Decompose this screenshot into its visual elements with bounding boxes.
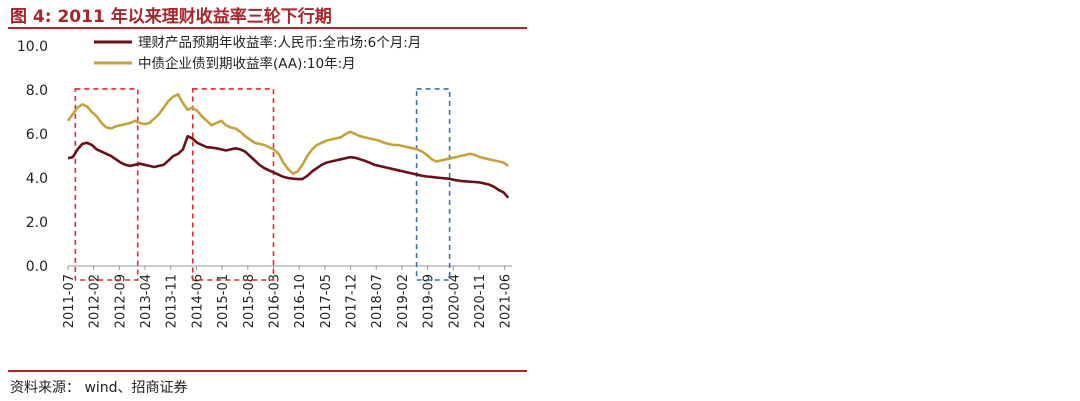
source-note: 资料来源： wind、招商证券 xyxy=(10,380,188,396)
x-tick-label: 2019-09 xyxy=(422,274,437,328)
x-tick-label: 2015-08 xyxy=(242,274,257,328)
highlight-box xyxy=(415,88,451,281)
x-tick-label: 2020-11 xyxy=(473,274,488,328)
highlight-box xyxy=(191,88,275,281)
legend-label: 理财产品预期年收益率:人民币:全市场:6个月:月 xyxy=(138,34,421,51)
x-tick-label: 2017-12 xyxy=(345,274,360,328)
x-tick-label: 2019-02 xyxy=(396,274,411,328)
title-rule xyxy=(8,27,527,29)
highlight-boxes xyxy=(74,88,451,281)
x-tick-label: 2012-09 xyxy=(113,274,128,328)
y-tick-label: 8.0 xyxy=(26,83,48,99)
chart-svg: 10.0 8.0 6.0 4.0 2.0 0.0 2011-07 2012-02 2012-0… xyxy=(17,34,514,328)
highlight-box xyxy=(74,88,139,281)
x-tick-label: 2015-01 xyxy=(216,274,231,328)
series-lines xyxy=(66,93,510,199)
x-tick-label: 2016-10 xyxy=(293,274,308,328)
source-rule xyxy=(8,370,527,372)
y-tick-label: 4.0 xyxy=(26,171,48,187)
y-axis: 10.0 8.0 6.0 4.0 2.0 0.0 xyxy=(17,39,48,275)
x-tick-label: 2016-03 xyxy=(267,274,282,328)
y-tick-label: 0.0 xyxy=(26,259,48,275)
x-tick-label: 2020-04 xyxy=(447,274,462,328)
x-tick-label: 2021-06 xyxy=(499,274,514,328)
x-tick-label: 2014-06 xyxy=(190,274,205,328)
x-tick-label: 2017-05 xyxy=(319,274,334,328)
series-line xyxy=(66,93,510,175)
x-tick-label: 2012-02 xyxy=(88,274,103,328)
y-tick-label: 2.0 xyxy=(26,215,48,231)
y-tick-label: 6.0 xyxy=(26,127,48,143)
series-line xyxy=(67,134,510,199)
x-tick-label: 2018-07 xyxy=(370,274,385,328)
x-tick-label: 2011-07 xyxy=(62,274,77,328)
x-tick-label: 2013-04 xyxy=(139,274,154,328)
legend-label: 中债企业债到期收益率(AA):10年:月 xyxy=(138,55,356,72)
chart-title: 图 4: 2011 年以来理财收益率三轮下行期 xyxy=(10,7,332,27)
x-axis: 2011-07 2012-02 2012-09 2013-04 2013-11 2014-… xyxy=(62,265,514,328)
x-tick-label: 2013-11 xyxy=(165,274,180,328)
y-tick-label: 10.0 xyxy=(17,39,48,55)
legend: 理财产品预期年收益率:人民币:全市场:6个月:月中债企业债到期收益率(AA):1… xyxy=(94,34,421,72)
